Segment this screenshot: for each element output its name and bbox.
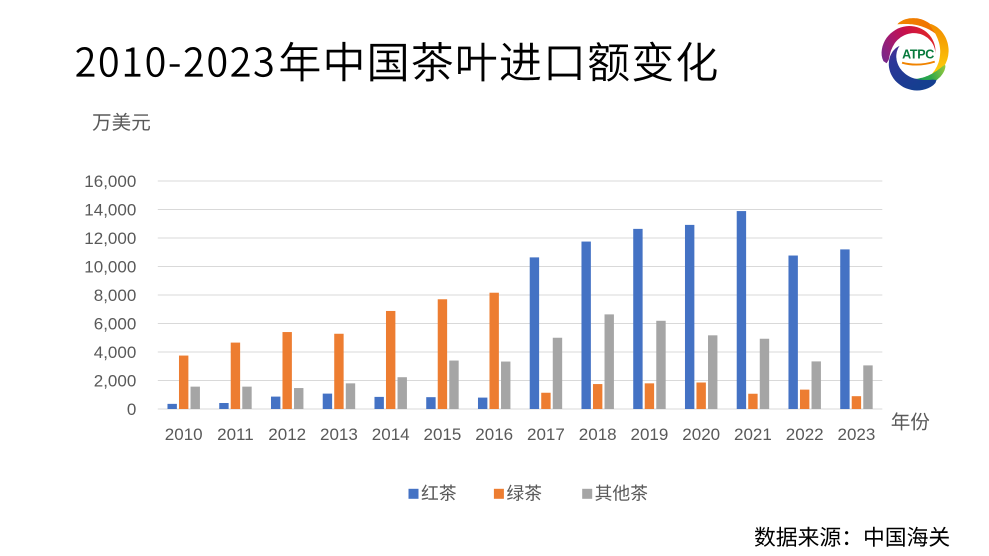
- svg-text:12,000: 12,000: [84, 229, 136, 248]
- svg-text:2018: 2018: [579, 425, 617, 444]
- svg-text:ATPC: ATPC: [902, 48, 934, 62]
- svg-text:10,000: 10,000: [84, 258, 136, 277]
- svg-text:2020: 2020: [682, 425, 720, 444]
- svg-text:2023: 2023: [837, 425, 875, 444]
- svg-text:6,000: 6,000: [94, 315, 137, 334]
- svg-text:2014: 2014: [372, 425, 410, 444]
- svg-text:2,000: 2,000: [94, 372, 137, 391]
- svg-text:14,000: 14,000: [84, 201, 136, 220]
- svg-text:2012: 2012: [268, 425, 306, 444]
- svg-text:4,000: 4,000: [94, 343, 137, 362]
- svg-text:2010: 2010: [165, 425, 203, 444]
- svg-text:0: 0: [127, 400, 136, 419]
- svg-text:2017: 2017: [527, 425, 565, 444]
- svg-text:2016: 2016: [475, 425, 513, 444]
- svg-text:2021: 2021: [734, 425, 772, 444]
- svg-text:2011: 2011: [217, 425, 254, 444]
- svg-text:2015: 2015: [423, 425, 461, 444]
- svg-text:16,000: 16,000: [84, 172, 136, 191]
- svg-text:8,000: 8,000: [94, 286, 137, 305]
- svg-text:2022: 2022: [786, 425, 824, 444]
- svg-text:2019: 2019: [630, 425, 668, 444]
- svg-text:2013: 2013: [320, 425, 358, 444]
